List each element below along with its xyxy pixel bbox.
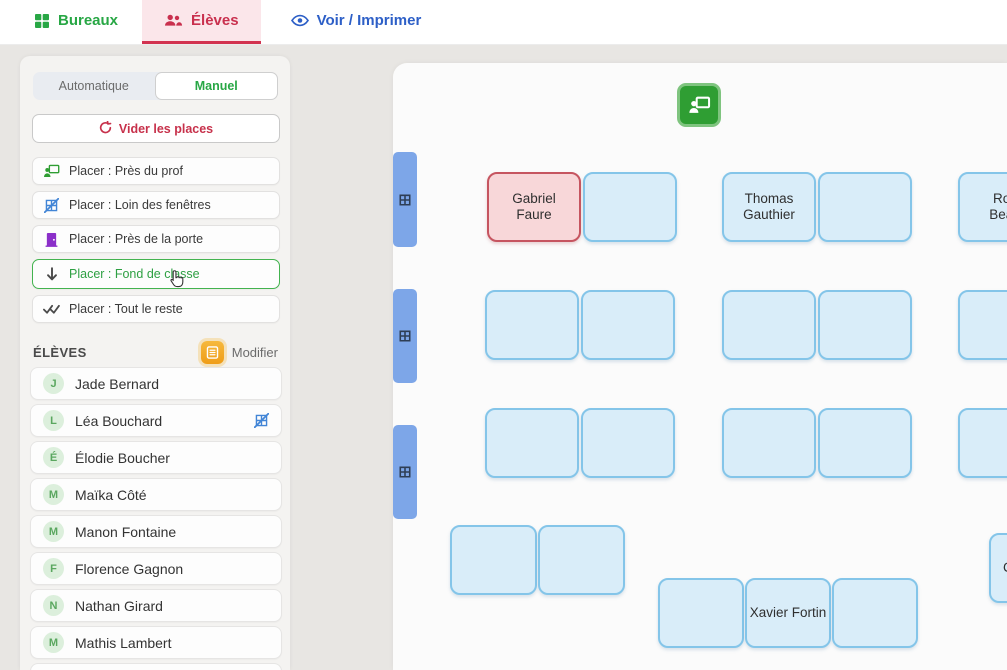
teacher-icon [43,164,60,178]
student-avatar: J [43,373,64,394]
student-avatar: M [43,632,64,653]
mode-option-manuel[interactable]: Manuel [154,72,278,100]
student-row[interactable]: J Jade Bernard [30,367,282,400]
tab-eleves[interactable]: Élèves [142,0,261,44]
student-name: Maïka Côté [75,486,147,503]
place-button-0[interactable]: Placer : Près du prof [32,157,280,185]
grid-icon [34,13,50,29]
place-button-label: Placer : Tout le reste [69,302,183,316]
desk-empty[interactable] [722,408,816,478]
place-button-label: Placer : Près du prof [69,164,183,178]
student-name: Florence Gagnon [75,560,184,577]
window-slash-icon [43,197,60,213]
clipboard-list-icon [200,340,224,364]
student-avatar: M [43,521,64,542]
teacher-desk[interactable] [677,83,721,127]
student-row[interactable]: L Léa Bouchard [30,404,282,437]
mode-option-automatique[interactable]: Automatique [58,79,129,93]
window-marker [393,289,417,383]
desk-empty[interactable] [958,408,1007,478]
place-button-1[interactable]: Placer : Loin des fenêtres [32,191,280,219]
desk-empty[interactable] [722,290,816,360]
desk-student-name: C [1003,560,1007,576]
student-row[interactable]: M Manon Fontaine [30,515,282,548]
desk-empty[interactable] [583,172,677,242]
desk-empty[interactable] [832,578,918,648]
place-button-2[interactable]: Placer : Près de la porte [32,225,280,253]
window-slash-icon [254,413,269,428]
student-avatar: É [43,447,64,468]
desk-empty[interactable] [581,408,675,478]
double-check-icon [43,303,60,315]
desk-empty[interactable] [818,172,912,242]
students-title: ÉLÈVES [33,344,87,360]
window-pane-icon [398,193,412,207]
student-name: Léa Bouchard [75,412,163,429]
desk-empty[interactable] [658,578,744,648]
desk-empty[interactable] [818,408,912,478]
edit-students-button[interactable]: Modifier [200,340,278,364]
clear-seats-button[interactable]: Vider les places [32,114,280,143]
desk-empty[interactable] [818,290,912,360]
desk-empty[interactable] [485,290,579,360]
desk-student-name: Gabriel Faure [512,190,556,222]
eye-icon [290,14,309,27]
tab-eleves-label: Élèves [191,12,239,29]
seating-plan-canvas: Gabriel Faure Thomas Gauthier Ros Beau Xavi… [393,63,1007,670]
student-avatar: L [43,410,64,431]
clear-seats-label: Vider les places [118,121,214,136]
desk-occupied[interactable]: Thomas Gauthier [722,172,816,242]
student-name: Jade Bernard [75,375,160,392]
student-avatar: M [43,484,64,505]
top-nav: Bureaux Élèves Voir / Imprimer [0,0,1007,45]
sidebar: Automatique Manuel Vider les places Plac… [20,56,290,670]
student-row[interactable]: M Maïka Côté [30,478,282,511]
desk-empty[interactable] [581,290,675,360]
desk-occupied[interactable]: C [989,533,1007,603]
desk-occupied[interactable]: Ros Beau [958,172,1007,242]
student-row[interactable]: F Florence Gagnon [30,552,282,585]
window-pane-icon [398,329,412,343]
student-avatar: F [43,558,64,579]
student-avatar: N [43,595,64,616]
students-header: ÉLÈVES Modifier [33,340,278,364]
student-row[interactable] [30,663,282,670]
mode-toggle: Automatique Manuel [33,72,278,100]
door-icon [43,232,60,247]
tab-voir-imprimer[interactable]: Voir / Imprimer [277,0,436,44]
window-marker [393,425,417,519]
window-marker [393,152,417,247]
place-button-label: Placer : Loin des fenêtres [69,198,211,212]
tab-bureaux-label: Bureaux [58,12,119,29]
student-row[interactable]: É Élodie Boucher [30,441,282,474]
arrow-down-icon [43,267,60,281]
desk-student-name: Thomas Gauthier [743,190,795,222]
student-row[interactable]: M Mathis Lambert [30,626,282,659]
tab-bureaux[interactable]: Bureaux [20,0,132,44]
desk-student-name: Ros Beau [989,190,1007,222]
teacher-board-icon [688,96,711,114]
users-icon [164,13,183,28]
desk-occupied[interactable]: Xavier Fortin [745,578,831,648]
desk-empty[interactable] [485,408,579,478]
place-button-label: Placer : Près de la porte [69,232,204,246]
desk-student-name: Xavier Fortin [749,604,827,620]
student-name: Manon Fontaine [75,523,177,540]
student-name: Nathan Girard [75,597,163,614]
undo-icon [99,120,112,137]
desk-selected[interactable]: Gabriel Faure [487,172,581,242]
window-pane-icon [398,465,412,479]
tab-voir-imprimer-label: Voir / Imprimer [316,12,422,29]
student-name: Élodie Boucher [75,449,170,466]
edit-students-label: Modifier [231,344,278,360]
desk-empty[interactable] [958,290,1007,360]
desk-empty[interactable] [450,525,537,595]
place-button-3[interactable]: Placer : Fond de classe [32,259,280,289]
desk-empty[interactable] [538,525,625,595]
place-button-label: Placer : Fond de classe [69,267,200,281]
student-row[interactable]: N Nathan Girard [30,589,282,622]
student-name: Mathis Lambert [75,634,172,651]
place-button-4[interactable]: Placer : Tout le reste [32,295,280,323]
